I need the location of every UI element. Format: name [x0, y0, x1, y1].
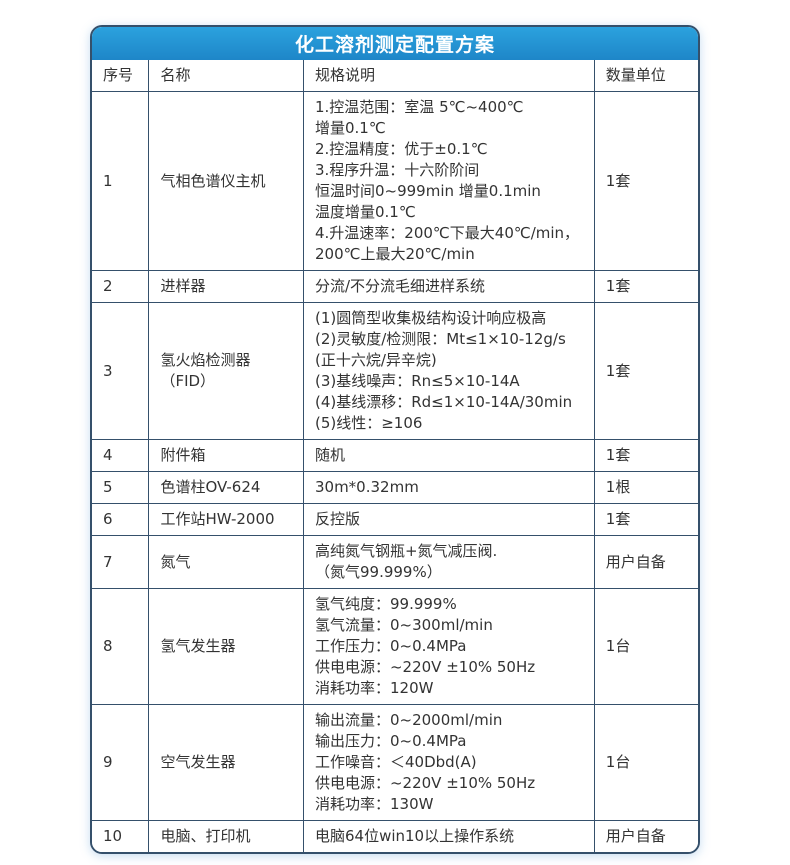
config-table: 序号 名称 规格说明 数量单位 1 气相色谱仪主机 1.控温范围：室温 5℃~4… [92, 60, 698, 852]
table-body: 1 气相色谱仪主机 1.控温范围：室温 5℃~400℃ 增量0.1℃ 2.控温精… [92, 91, 698, 852]
table-row: 3 氢火焰检测器（FID） (1)圆筒型收集极结构设计响应极高 (2)灵敏度/检… [92, 302, 698, 440]
row-index-cell: 1 [92, 91, 150, 271]
row-index-cell: 8 [92, 588, 150, 705]
config-table-panel: 化工溶剂测定配置方案 序号 名称 规格说明 数量单位 1 气相色谱仪主机 1.控… [90, 25, 700, 854]
row-name-cell: 空气发生器 [148, 704, 304, 821]
row-spec-cell: 分流/不分流毛细进样系统 [302, 270, 595, 303]
header-name: 名称 [148, 60, 304, 92]
row-name-cell: 进样器 [148, 270, 304, 303]
row-index-cell: 5 [92, 471, 150, 504]
row-spec-cell: 30m*0.32mm [302, 471, 595, 504]
row-index-cell: 3 [92, 302, 150, 440]
row-qty-cell: 1套 [593, 503, 698, 536]
table-row: 9 空气发生器 输出流量：0~2000ml/min 输出压力：0~0.4MPa … [92, 704, 698, 821]
header-index: 序号 [92, 60, 150, 92]
row-spec-cell: 输出流量：0~2000ml/min 输出压力：0~0.4MPa 工作噪音：＜40… [302, 704, 595, 821]
row-index-cell: 9 [92, 704, 150, 821]
header-row: 序号 名称 规格说明 数量单位 [92, 60, 698, 92]
row-name-cell: 电脑、打印机 [148, 820, 304, 852]
table-row: 1 气相色谱仪主机 1.控温范围：室温 5℃~400℃ 增量0.1℃ 2.控温精… [92, 91, 698, 271]
row-spec-cell: (1)圆筒型收集极结构设计响应极高 (2)灵敏度/检测限：Mt≤1×10-12g… [302, 302, 595, 440]
table-row: 5 色谱柱OV-624 30m*0.32mm 1根 [92, 471, 698, 504]
row-index-cell: 6 [92, 503, 150, 536]
row-qty-cell: 1套 [593, 270, 698, 303]
table-row: 10 电脑、打印机 电脑64位win10以上操作系统 用户自备 [92, 820, 698, 852]
row-qty-cell: 1套 [593, 91, 698, 271]
row-name-cell: 氢气发生器 [148, 588, 304, 705]
row-spec-cell: 氢气纯度：99.999% 氢气流量：0~300ml/min 工作压力：0~0.4… [302, 588, 595, 705]
row-spec-cell: 随机 [302, 439, 595, 472]
row-index-cell: 7 [92, 535, 150, 589]
row-spec-cell: 电脑64位win10以上操作系统 [302, 820, 595, 852]
header-qty: 数量单位 [593, 60, 698, 92]
table-title: 化工溶剂测定配置方案 [294, 34, 495, 56]
row-name-cell: 工作站HW-2000 [148, 503, 304, 536]
table-title-bar: 化工溶剂测定配置方案 [92, 27, 698, 60]
row-index-cell: 10 [92, 820, 150, 852]
row-qty-cell: 1根 [593, 471, 698, 504]
row-name-cell: 气相色谱仪主机 [148, 91, 304, 271]
row-qty-cell: 用户自备 [593, 820, 698, 852]
row-qty-cell: 1套 [593, 439, 698, 472]
header-spec: 规格说明 [302, 60, 595, 92]
row-name-cell: 氢火焰检测器（FID） [148, 302, 304, 440]
row-spec-cell: 高纯氮气钢瓶+氮气减压阀. （氮气99.999%） [302, 535, 595, 589]
row-qty-cell: 1台 [593, 588, 698, 705]
table-row: 8 氢气发生器 氢气纯度：99.999% 氢气流量：0~300ml/min 工作… [92, 588, 698, 705]
table-row: 6 工作站HW-2000 反控版 1套 [92, 503, 698, 536]
row-name-cell: 附件箱 [148, 439, 304, 472]
row-index-cell: 4 [92, 439, 150, 472]
row-name-cell: 氮气 [148, 535, 304, 589]
table-row: 7 氮气 高纯氮气钢瓶+氮气减压阀. （氮气99.999%） 用户自备 [92, 535, 698, 589]
table-row: 4 附件箱 随机 1套 [92, 439, 698, 472]
row-qty-cell: 1套 [593, 302, 698, 440]
row-qty-cell: 用户自备 [593, 535, 698, 589]
row-name-cell: 色谱柱OV-624 [148, 471, 304, 504]
table-row: 2 进样器 分流/不分流毛细进样系统 1套 [92, 270, 698, 303]
row-spec-cell: 反控版 [302, 503, 595, 536]
row-index-cell: 2 [92, 270, 150, 303]
row-spec-cell: 1.控温范围：室温 5℃~400℃ 增量0.1℃ 2.控温精度：优于±0.1℃ … [302, 91, 595, 271]
page: 化工溶剂测定配置方案 序号 名称 规格说明 数量单位 1 气相色谱仪主机 1.控… [0, 25, 790, 865]
row-qty-cell: 1台 [593, 704, 698, 821]
